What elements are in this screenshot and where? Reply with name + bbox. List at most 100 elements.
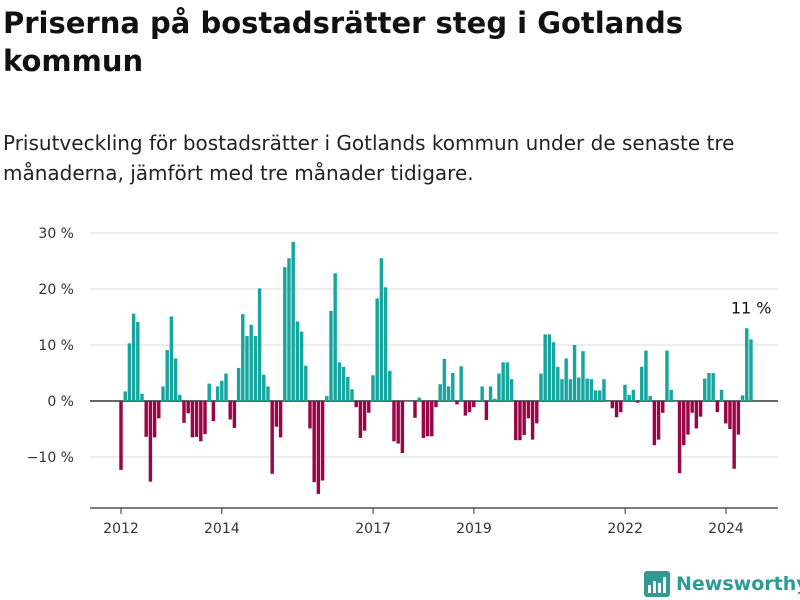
bar	[488, 386, 493, 401]
bar	[526, 401, 531, 419]
bar	[551, 342, 556, 401]
bar	[152, 401, 157, 438]
bar	[547, 334, 552, 401]
y-tick-label: −10 %	[27, 450, 74, 466]
bar	[371, 375, 375, 401]
bar	[350, 389, 354, 401]
bar	[451, 373, 455, 401]
bar	[677, 401, 682, 474]
bar	[740, 395, 745, 401]
bar	[438, 384, 442, 401]
bar	[627, 394, 631, 401]
x-tick-label: 2022	[607, 521, 643, 537]
bar	[333, 273, 337, 401]
x-tick-label: 2014	[204, 521, 240, 537]
bar	[560, 379, 564, 401]
bar	[593, 390, 598, 401]
bar	[194, 401, 199, 437]
bar	[362, 401, 367, 431]
bar	[606, 401, 610, 402]
bar	[619, 401, 623, 413]
bar	[732, 401, 736, 469]
bar	[236, 367, 241, 401]
bar	[358, 401, 363, 438]
bar	[539, 373, 543, 401]
bar	[215, 386, 220, 401]
bar	[308, 401, 312, 429]
bar	[707, 373, 711, 401]
bar	[644, 350, 648, 401]
bar	[661, 401, 665, 413]
bar	[262, 374, 266, 401]
bar	[241, 314, 245, 401]
bar	[656, 401, 661, 440]
bar	[325, 395, 329, 401]
bar	[392, 401, 396, 442]
bar	[493, 398, 497, 401]
newsworthy-logo-icon	[644, 571, 670, 597]
bar	[522, 401, 526, 436]
bar	[199, 401, 203, 442]
bar	[266, 386, 270, 401]
bar	[736, 401, 741, 435]
bar	[245, 336, 249, 401]
bar	[165, 350, 169, 401]
bar	[535, 401, 539, 424]
bar	[463, 401, 468, 416]
bar	[623, 384, 627, 401]
bar	[123, 391, 127, 401]
bar	[144, 401, 148, 437]
x-tick-label: 2019	[456, 521, 492, 537]
bar	[472, 401, 476, 408]
bar	[253, 336, 258, 401]
bar	[442, 359, 447, 401]
annotation-label: 11 %	[731, 298, 772, 317]
x-tick-label: 2012	[103, 521, 139, 537]
bar	[278, 401, 283, 438]
bar	[749, 339, 753, 401]
bar	[203, 401, 207, 435]
bar	[459, 366, 463, 401]
bar	[572, 345, 577, 401]
bar	[530, 401, 535, 440]
bar	[509, 379, 514, 401]
bar	[375, 298, 379, 401]
bar	[400, 401, 405, 454]
bar	[354, 401, 358, 408]
bar	[161, 386, 165, 401]
bar	[484, 401, 489, 421]
bar	[669, 389, 673, 401]
bar	[316, 401, 321, 494]
bar	[396, 401, 400, 444]
bar	[257, 288, 262, 401]
bar	[476, 400, 480, 401]
bar	[514, 401, 518, 441]
bar	[640, 366, 644, 401]
bar	[556, 366, 560, 401]
bar	[455, 401, 459, 405]
bar	[299, 331, 304, 401]
bar	[703, 378, 707, 401]
annotation: 11 %	[731, 298, 772, 317]
bar	[320, 401, 325, 481]
bar	[119, 401, 123, 470]
bar	[711, 373, 715, 401]
bar	[652, 401, 657, 446]
bar	[186, 401, 190, 414]
bar	[425, 401, 430, 437]
y-axis-ticks: −10 % 0 % 10 % 20 % 30 %	[27, 226, 74, 466]
bar	[413, 401, 417, 418]
bar	[346, 376, 350, 401]
bar	[224, 373, 228, 401]
bar	[140, 393, 144, 401]
bar	[614, 401, 619, 418]
bar	[467, 401, 472, 413]
newsworthy-logo[interactable]: Newsworthy	[644, 568, 800, 600]
bars	[119, 241, 753, 494]
bar	[602, 379, 606, 401]
bar	[480, 386, 484, 401]
bar	[577, 377, 581, 401]
bar	[207, 383, 211, 401]
bar	[388, 370, 392, 401]
